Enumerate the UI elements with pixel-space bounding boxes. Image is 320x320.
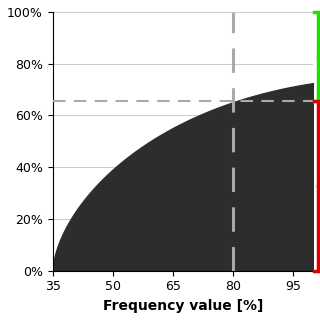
X-axis label: Frequency value [%]: Frequency value [%]: [103, 299, 263, 313]
